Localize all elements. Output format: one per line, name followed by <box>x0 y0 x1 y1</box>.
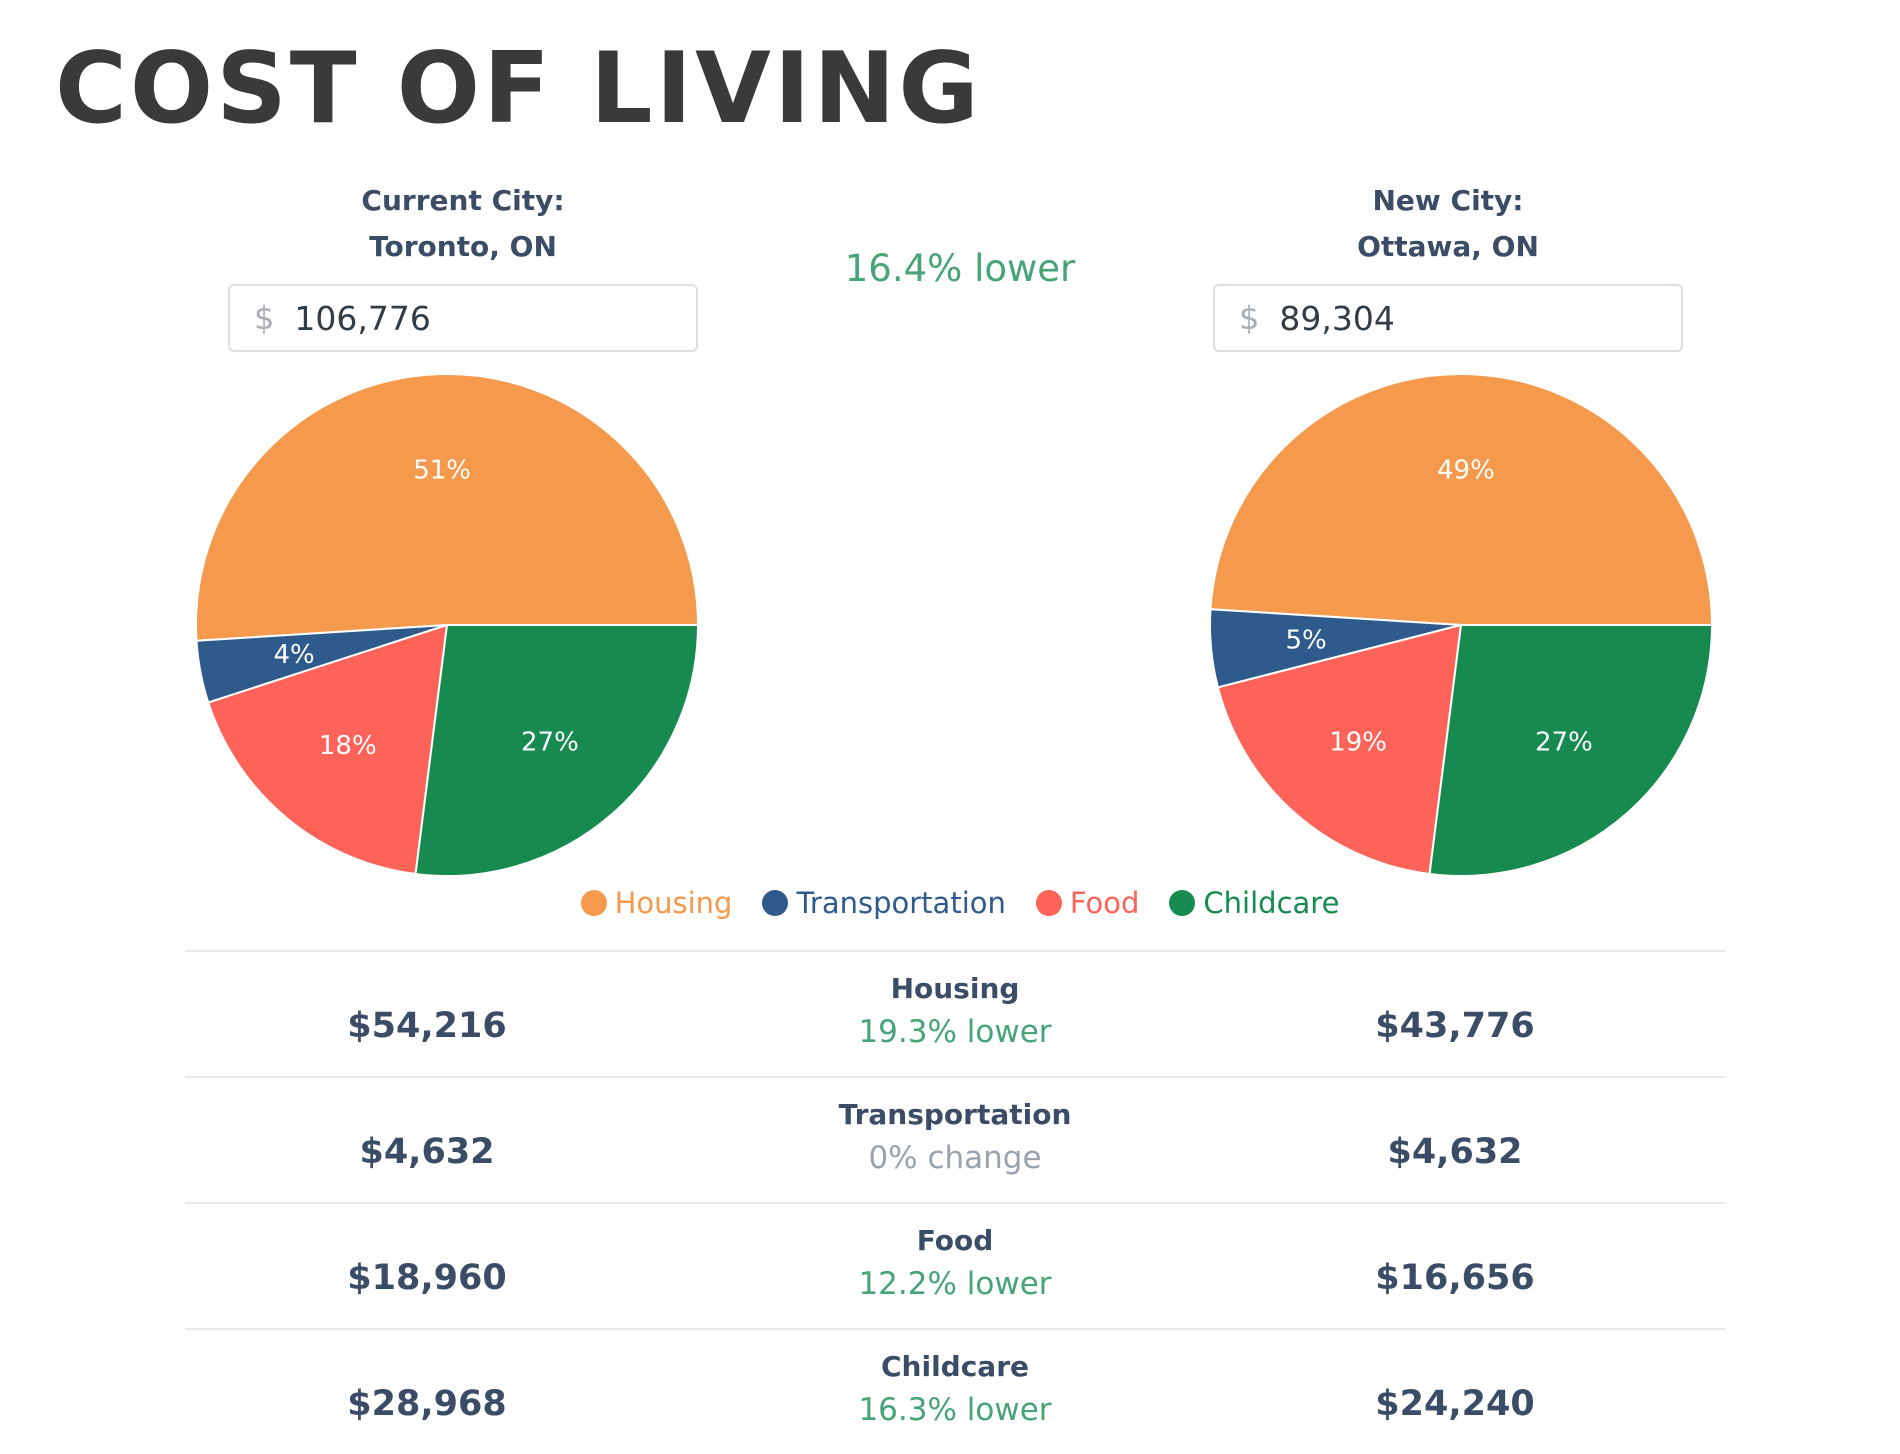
new-city-panel: New City: Ottawa, ON $ 89,304 <box>1213 178 1683 352</box>
current-cost-value: $4,632 <box>359 1132 495 1172</box>
table-row: $18,960 Food 12.2% lower $16,656 <box>185 1202 1725 1328</box>
legend-label: Housing <box>614 886 733 920</box>
pie-slice-label: 4% <box>274 640 315 670</box>
current-amount-value[interactable]: 106,776 <box>294 298 431 338</box>
current-currency-symbol: $ <box>254 299 275 337</box>
category-difference: 0% change <box>868 1140 1042 1176</box>
category-difference: 19.3% lower <box>858 1014 1052 1050</box>
pie-slice-food[interactable] <box>1216 623 1463 876</box>
pie-slice-food[interactable] <box>207 623 449 876</box>
page-title: COST OF LIVING <box>55 32 982 146</box>
overall-difference: 16.4% lower <box>844 247 1076 290</box>
pie-slice-label: 18% <box>319 731 377 761</box>
category-cell: Housing 19.3% lower <box>745 968 1165 1054</box>
category-cell: Transportation 0% change <box>745 1094 1165 1180</box>
new-city-pie: 49% 5% 19% 27% <box>1209 373 1714 877</box>
pie-slice-label: 5% <box>1285 626 1326 656</box>
legend-item-transportation[interactable]: Transportation <box>762 886 1006 920</box>
table-row: $4,632 Transportation 0% change $4,632 <box>185 1076 1725 1202</box>
legend-label: Childcare <box>1203 886 1340 920</box>
pie-slice-label: 27% <box>521 728 579 758</box>
cost-breakdown-table: $54,216 Housing 19.3% lower $43,776 $4,6… <box>185 950 1725 1454</box>
new-cost-value: $43,776 <box>1375 1006 1535 1046</box>
new-cost-value: $16,656 <box>1375 1258 1535 1298</box>
current-city-name: Toronto, ON <box>369 230 557 263</box>
category-difference: 12.2% lower <box>858 1266 1052 1302</box>
current-city-amount-input[interactable]: $ 106,776 <box>228 284 698 352</box>
pie-slice-housing[interactable] <box>195 373 700 642</box>
current-city-pie: 51% 4% 18% 27% <box>195 373 700 877</box>
legend-label: Food <box>1069 886 1140 920</box>
new-amount-value[interactable]: 89,304 <box>1279 298 1395 338</box>
table-row: $54,216 Housing 19.3% lower $43,776 <box>185 950 1725 1076</box>
pie-slice-childcare[interactable] <box>1428 624 1714 877</box>
category-cell: Childcare 16.3% lower <box>745 1346 1165 1432</box>
current-city-panel: Current City: Toronto, ON $ 106,776 <box>228 178 698 352</box>
legend-dot-icon <box>1169 890 1196 916</box>
pie-slice-label: 49% <box>1437 455 1495 485</box>
current-cost-value: $54,216 <box>347 1006 507 1046</box>
legend-item-food[interactable]: Food <box>1035 886 1140 920</box>
legend-dot-icon <box>1035 890 1062 916</box>
new-currency-symbol: $ <box>1239 299 1260 337</box>
legend-dot-icon <box>580 890 607 916</box>
category-cell: Food 12.2% lower <box>745 1220 1165 1306</box>
new-city-name: Ottawa, ON <box>1357 230 1539 263</box>
pie-slice-label: 51% <box>413 455 471 485</box>
pie-slice-housing[interactable] <box>1209 373 1714 626</box>
category-name: Food <box>916 1224 994 1257</box>
pie-charts: 51% 4% 18% 27% 49% 5% 19% 27% <box>195 373 1714 877</box>
category-name: Transportation <box>838 1098 1072 1131</box>
new-city-amount-input[interactable]: $ 89,304 <box>1213 284 1683 352</box>
legend-item-housing[interactable]: Housing <box>580 886 733 920</box>
new-city-label: New City: <box>1372 184 1524 217</box>
current-cost-value: $28,968 <box>347 1384 507 1424</box>
pie-slice-label: 19% <box>1329 728 1387 758</box>
current-cost-value: $18,960 <box>347 1258 507 1298</box>
legend-item-childcare[interactable]: Childcare <box>1169 886 1339 920</box>
table-row: $28,968 Childcare 16.3% lower $24,240 <box>185 1328 1725 1454</box>
pie-slice-childcare[interactable] <box>414 624 700 877</box>
legend-label: Transportation <box>796 886 1006 920</box>
category-name: Childcare <box>880 1350 1029 1383</box>
new-cost-value: $4,632 <box>1387 1132 1523 1172</box>
category-name: Housing <box>890 972 1020 1005</box>
current-city-label: Current City: <box>361 184 565 217</box>
new-cost-value: $24,240 <box>1375 1384 1535 1424</box>
category-difference: 16.3% lower <box>858 1392 1052 1428</box>
pie-slice-label: 27% <box>1535 728 1593 758</box>
chart-legend: Housing Transportation Food Childcare <box>0 886 1900 920</box>
legend-dot-icon <box>762 890 789 916</box>
